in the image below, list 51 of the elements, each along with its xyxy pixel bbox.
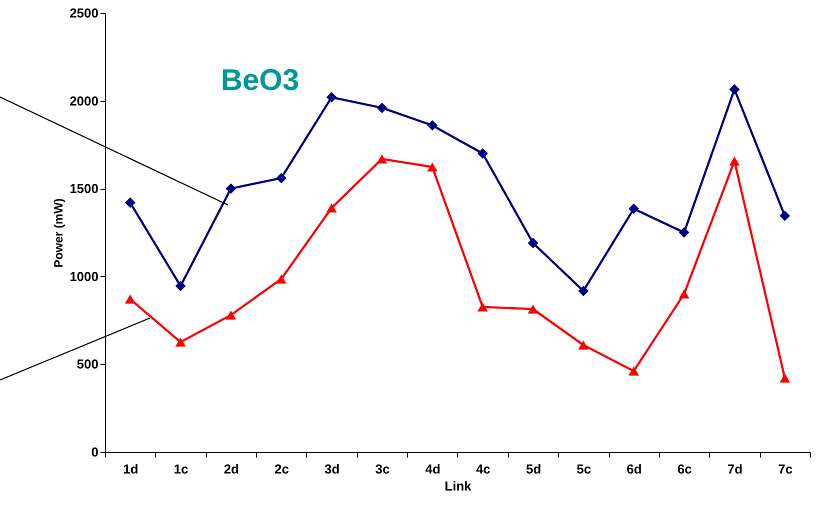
x-tick-label: 7d bbox=[727, 462, 743, 476]
x-axis-title: Link bbox=[444, 478, 472, 494]
y-tick-label: 0 bbox=[91, 444, 98, 460]
x-tick-label: 5d bbox=[526, 462, 542, 476]
point bbox=[175, 338, 186, 347]
x-tick-label: 2c bbox=[274, 462, 289, 476]
x-tick-label: 6d bbox=[626, 462, 642, 476]
point bbox=[729, 156, 740, 166]
x-tick-label: 4d bbox=[425, 462, 440, 476]
point bbox=[678, 289, 690, 298]
point bbox=[175, 280, 186, 292]
annotation: BeO3 bbox=[220, 64, 300, 97]
x-tick-label: 4c bbox=[476, 462, 490, 476]
point bbox=[427, 162, 438, 172]
point bbox=[276, 274, 286, 284]
x-tick-label: 6c bbox=[677, 462, 692, 476]
y-tick-label: 2000 bbox=[70, 93, 98, 108]
point bbox=[226, 310, 236, 320]
y-tick-label: 1500 bbox=[70, 181, 98, 196]
y-tick-label: 2500 bbox=[70, 6, 98, 20]
point bbox=[477, 148, 488, 159]
point bbox=[729, 84, 740, 95]
point bbox=[628, 204, 639, 214]
point bbox=[124, 197, 136, 208]
x-tick-label: 7c bbox=[778, 462, 793, 476]
y-tick-label: 1000 bbox=[70, 268, 98, 284]
point bbox=[226, 183, 236, 194]
point bbox=[528, 238, 538, 248]
point bbox=[376, 154, 388, 164]
x-tick-label: 1c bbox=[174, 462, 188, 476]
x-tick-label: 3c bbox=[375, 462, 390, 476]
x-tick-label: 3d bbox=[324, 462, 340, 476]
point bbox=[376, 102, 388, 114]
point bbox=[477, 302, 488, 312]
point bbox=[427, 120, 438, 131]
point bbox=[780, 374, 790, 383]
y-tick-label: 500 bbox=[76, 356, 98, 372]
point bbox=[528, 304, 538, 314]
x-tick-label: 2d bbox=[224, 462, 240, 476]
x-tick-label: 5c bbox=[576, 462, 592, 476]
point bbox=[326, 203, 337, 212]
point bbox=[326, 92, 337, 103]
x-tick-label: 1d bbox=[123, 462, 138, 476]
point bbox=[780, 210, 790, 222]
y-axis-title: Power (mW) bbox=[52, 198, 66, 268]
point bbox=[628, 366, 639, 376]
point bbox=[578, 340, 589, 350]
point bbox=[124, 294, 136, 304]
point bbox=[276, 172, 286, 184]
point bbox=[678, 227, 690, 238]
point bbox=[578, 286, 589, 296]
